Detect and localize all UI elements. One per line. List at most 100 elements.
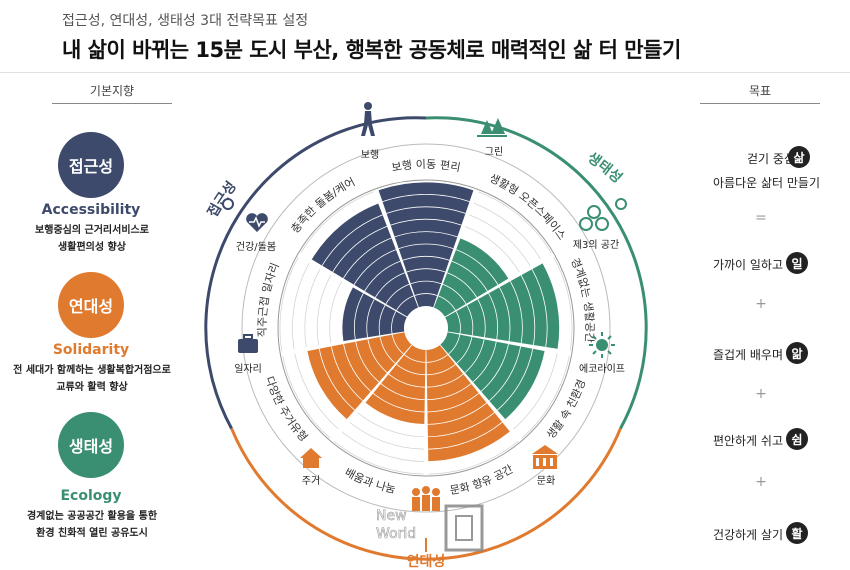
sector-8-ring-6 [329,281,343,344]
sector-6-ring-8 [349,421,424,450]
sector-8-ring-1 [391,311,397,334]
icon-label-housing: 주거 [302,475,320,487]
sector-9-ring-3 [374,272,405,298]
sector-7-ring-4 [355,341,380,383]
goal-separator-4: + [755,474,767,490]
inner-circle-outer [241,143,611,513]
sector-9-ring-4 [364,260,401,292]
icon-label-health-care: 건강/돌봄 [236,241,276,253]
sector-4-ring-6 [488,346,522,402]
sector-5-ring-8 [428,421,503,450]
pillar-access-name: 접근성 [68,157,114,176]
sector-2-ring-8 [469,214,531,266]
sector-9-ring-6 [343,237,392,279]
sector-2-ring-4 [451,260,488,292]
arc-label-solid: 연대성 [407,554,446,570]
sector-7-ring-7 [318,348,355,411]
sector-1-ring-2 [410,280,442,285]
sector-2-label: 생활형 오픈스페이스 [487,172,568,243]
sector-4 [440,332,545,420]
pillar-access-desc-2: 생활편의성 향상 [58,242,126,253]
sector-3-ring-2 [466,305,474,336]
outer-arc-eco [425,116,648,430]
page-title: 내 삶이 바뀌는 15분 도시 부산, 행복한 공동체로 매력적인 삶 터 만들… [62,38,681,62]
sector-5-ring-1 [426,354,448,363]
sector-6-ring-10 [333,441,424,475]
icon-label-green: 그린 [485,146,503,158]
sector-9-ring-9 [311,202,379,260]
sector-4-label-path [522,343,593,466]
sector-1-ring-1 [414,293,438,296]
sector-4-ring-1 [448,334,461,355]
newworld-watermark-logo: New World [376,504,484,552]
goal-3-text: 즐겁게 배우며 [712,348,783,362]
sector-6-ring-7 [357,412,425,438]
sector-3-ring-7 [520,275,536,346]
sector-3-ring-3 [477,299,486,338]
right-heading-line [700,103,820,104]
sector-6-ring-3 [388,373,425,388]
sector-3-label-path [557,236,586,369]
sector-5-label-path [411,447,544,496]
sector-7-ring-5 [343,343,372,392]
sector-8-ring-8 [304,269,321,348]
sector-4-ring-2 [456,336,473,364]
icon-label-third-space: 제3의 공간 [573,239,619,251]
sector-8 [342,287,407,342]
sector-6-ring-4 [380,383,425,400]
sector-2-label-path [467,173,571,260]
sector-5-ring-2 [426,364,456,376]
heart-pulse-icon [246,213,268,232]
sector-7-ring-10 [282,355,331,439]
sector-1 [378,182,474,308]
arc-label-access: 접근성 [205,179,240,220]
pillar-eco-desc-1: 경계없는 공공공간 활용을 통한 [26,511,158,522]
pillar-access-desc-1: 보행중심의 근거리서비스로 [35,225,149,236]
sector-3-ring-6 [509,281,523,344]
sector-2-ring-1 [438,295,456,311]
watermark-line-2: World [376,526,416,542]
pillar-solid-name: 연대성 [68,297,114,316]
pillar-solid-desc-2: 교류와 활력 향상 [56,382,128,393]
sector-1-ring-9 [382,194,470,203]
sector-1-ring-7 [390,218,462,226]
left-heading-text: 기본지향 [89,84,135,98]
goal-4-text: 편안하게 쉬고 [712,434,783,448]
sector-4-ring-7 [497,348,534,411]
sector-7 [307,332,412,420]
sector-8-ring-2 [378,305,386,336]
icon-label-jobs: 일자리 [234,363,262,375]
sector-1-ring-8 [386,206,466,214]
pillar-solid-desc: 전 세대가 함께하는 생활복합거점으로 교류와 활력 향상 [0,362,192,396]
sector-8-ring-3 [366,299,375,338]
sector-3 [445,263,560,349]
sector-2-ring-3 [447,272,478,298]
sector-5-ring-10 [428,441,519,475]
sector-5-ring-9 [428,431,511,462]
pillar-access-desc: 보행중심의 근거리서비스로 생활편의성 향상 [0,222,192,256]
sector-6 [365,345,426,425]
sector-2-ring-2 [442,283,467,305]
sector-8-ring-5 [341,287,353,342]
sector-3-ring-1 [455,311,461,334]
outer-arc-access [204,116,427,430]
goal-5-badge: 활 [786,522,808,544]
header-divider [0,72,850,73]
sector-8-ring-10 [279,257,299,351]
pillar-solid-en: Solidarity [52,342,130,358]
sector-5-ring-7 [427,412,495,438]
sector-7-ring-2 [379,336,396,364]
sector-1-ring-10 [378,181,474,191]
sector-2-ring-10 [478,191,552,254]
goal-3-badge: 앎 [786,342,808,364]
sector-3-ring-5 [499,287,511,342]
goal-2-text: 가까이 일하고 [712,258,783,272]
sector-6-ring-1 [404,354,426,363]
house-icon [300,448,322,468]
pillar-eco-circle: 생태성 [58,412,124,478]
sector-9-ring-7 [332,226,388,273]
pillar-eco-desc-2: 환경 친화적 열린 공유도시 [36,528,148,539]
inner-circle-chart [277,179,575,477]
sector-7-label-path [259,343,330,466]
